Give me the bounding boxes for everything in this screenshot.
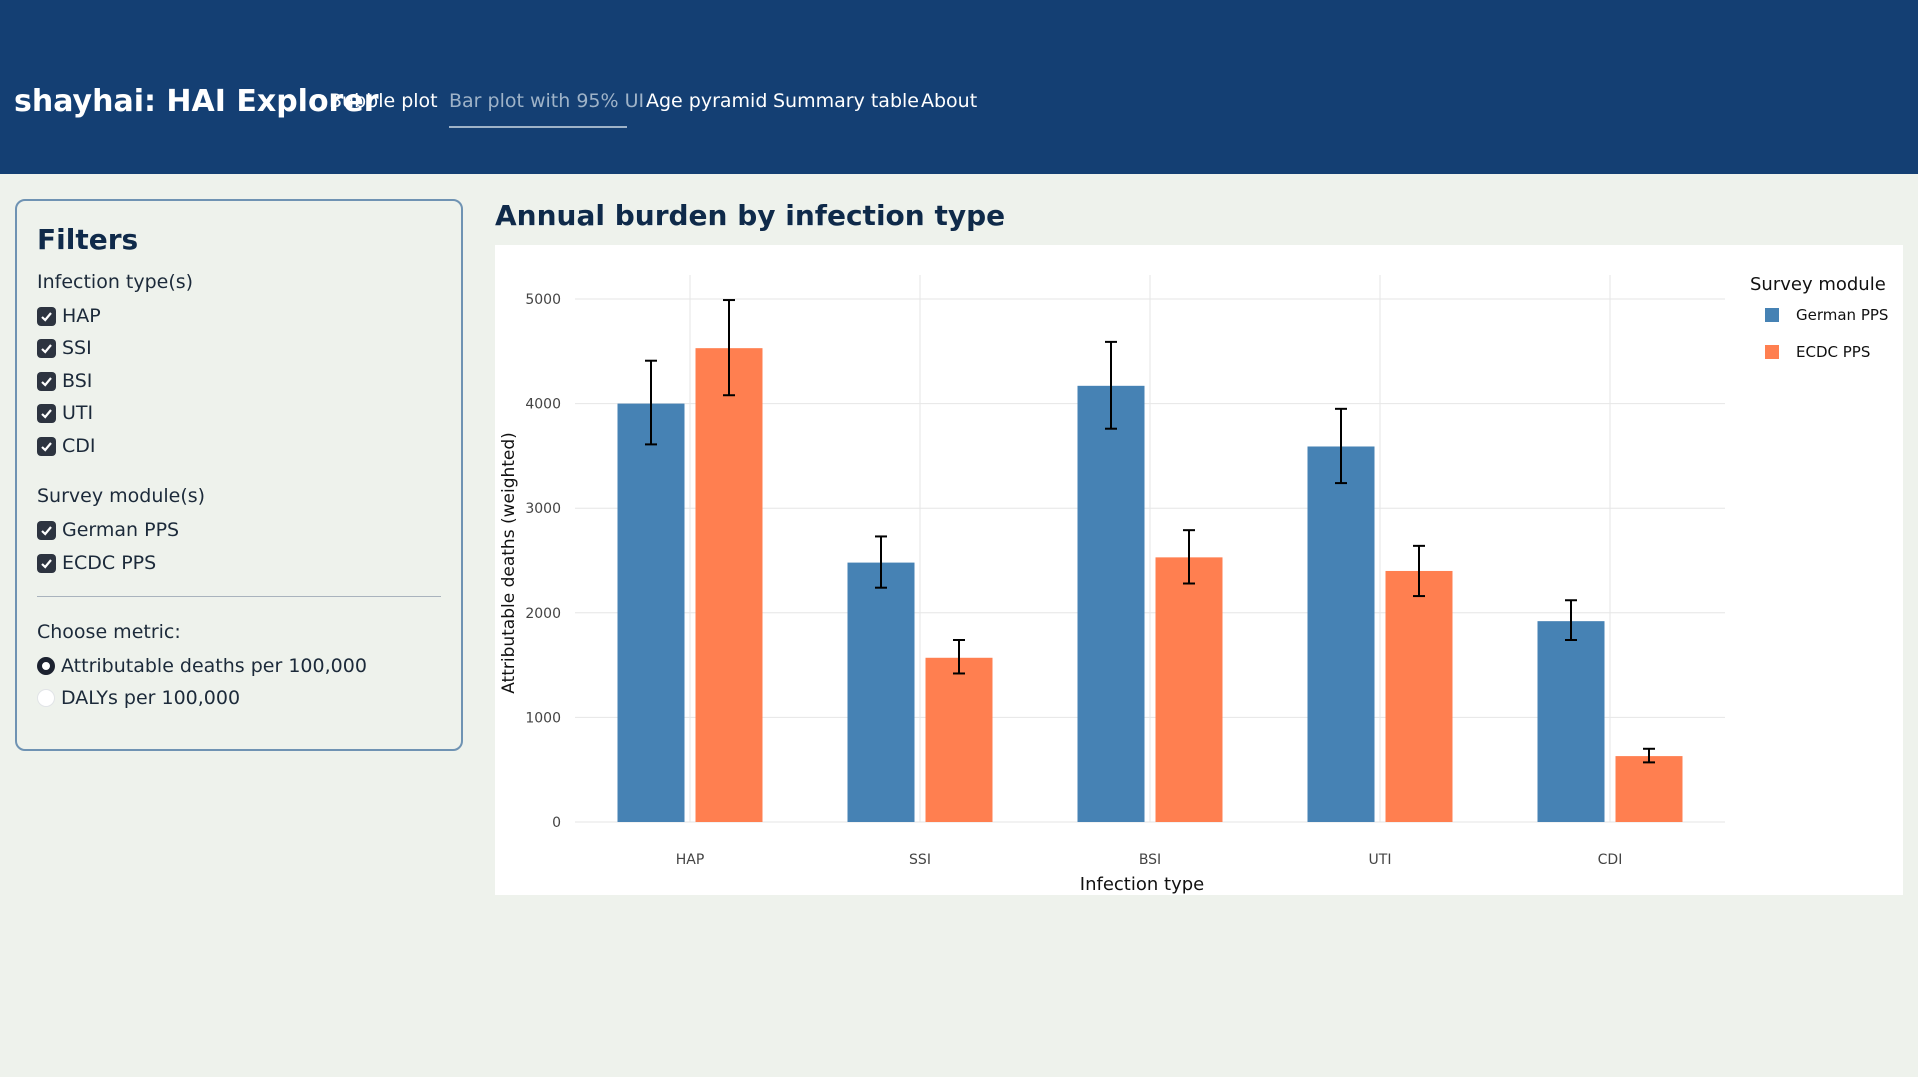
chart-panel: Infection type Attributable deaths (weig… xyxy=(495,245,1903,895)
nav-summary-table[interactable]: Summary table xyxy=(773,90,919,112)
checkbox-german-pps[interactable]: German PPS xyxy=(37,518,179,542)
nav-age-pyramid[interactable]: Age pyramid xyxy=(646,90,768,112)
bar-ecdc-pps-ssi[interactable] xyxy=(925,657,993,822)
nav-bubble-plot[interactable]: Bubble plot xyxy=(329,90,438,112)
checkbox-label: German PPS xyxy=(62,519,180,541)
checkbox-checked-icon[interactable] xyxy=(37,371,56,391)
checkbox-label: BSI xyxy=(62,370,93,392)
bar-german-pps-ssi[interactable] xyxy=(847,562,915,822)
radio-attributable-deaths[interactable]: Attributable deaths per 100,000 xyxy=(37,654,367,678)
x-axis-title: Infection type xyxy=(1080,874,1204,895)
survey-module-label: Survey module(s) xyxy=(37,485,206,507)
checkbox-hap[interactable]: HAP xyxy=(37,304,101,328)
legend-label-ecdc-pps[interactable]: ECDC PPS xyxy=(1796,343,1870,361)
radio-label: Attributable deaths per 100,000 xyxy=(61,655,367,677)
error-bar-layer xyxy=(645,299,1655,764)
infection-type-label: Infection type(s) xyxy=(37,271,194,293)
y-tick-label: 0 xyxy=(552,815,561,831)
checkbox-label: ECDC PPS xyxy=(62,552,157,574)
filters-panel: Filters Infection type(s) HAP SSI BSI UT… xyxy=(15,199,463,751)
checkbox-checked-icon[interactable] xyxy=(37,553,56,573)
bar-chart[interactable]: Infection type Attributable deaths (weig… xyxy=(495,245,1903,895)
app-brand[interactable]: shayhai: HAI Explorer xyxy=(14,84,379,119)
checkbox-checked-icon[interactable] xyxy=(37,436,56,456)
checkbox-label: HAP xyxy=(62,305,101,327)
checkbox-uti[interactable]: UTI xyxy=(37,401,93,425)
bar-layer xyxy=(617,348,1683,822)
radio-selected-icon[interactable] xyxy=(37,657,55,675)
y-tick-label: 3000 xyxy=(525,501,561,517)
checkbox-label: CDI xyxy=(62,435,96,457)
bar-german-pps-bsi[interactable] xyxy=(1077,385,1145,822)
filters-title: Filters xyxy=(37,223,139,256)
legend-label-german-pps[interactable]: German PPS xyxy=(1796,306,1888,324)
checkbox-checked-icon[interactable] xyxy=(37,403,56,423)
bar-ecdc-pps-uti[interactable] xyxy=(1385,570,1453,822)
bar-ecdc-pps-hap[interactable] xyxy=(695,348,763,822)
x-tick-label: UTI xyxy=(1369,852,1392,868)
legend-swatch-german-pps[interactable] xyxy=(1765,308,1779,322)
chart-title: Annual burden by infection type xyxy=(495,199,1006,232)
y-tick-label: 2000 xyxy=(525,606,561,622)
grid-layer xyxy=(575,275,1725,823)
sidebar-divider xyxy=(37,596,441,597)
checkbox-checked-icon[interactable] xyxy=(37,338,56,358)
checkbox-cdi[interactable]: CDI xyxy=(37,434,96,458)
x-tick-label: SSI xyxy=(909,852,931,868)
nav-about[interactable]: About xyxy=(921,90,978,112)
metric-label: Choose metric: xyxy=(37,621,181,643)
checkbox-checked-icon[interactable] xyxy=(37,306,56,326)
checkbox-label: UTI xyxy=(62,402,94,424)
bar-german-pps-hap[interactable] xyxy=(617,403,685,822)
legend: Survey module German PPS ECDC PPS xyxy=(1750,274,1888,361)
navbar: shayhai: HAI Explorer Bubble plot Bar pl… xyxy=(0,0,1918,174)
x-tick-label: HAP xyxy=(676,852,705,868)
checkbox-ecdc-pps[interactable]: ECDC PPS xyxy=(37,551,156,575)
checkbox-label: SSI xyxy=(62,337,92,359)
y-tick-label: 5000 xyxy=(525,292,561,308)
x-tick-label: CDI xyxy=(1598,852,1623,868)
y-axis-title: Attributable deaths (weighted) xyxy=(499,432,519,694)
nav-bar-plot[interactable]: Bar plot with 95% UI xyxy=(449,90,645,112)
bar-ecdc-pps-cdi[interactable] xyxy=(1615,756,1683,822)
x-tick-label: BSI xyxy=(1139,852,1161,868)
y-tick-label: 1000 xyxy=(525,710,561,726)
active-tab-underline xyxy=(449,126,627,128)
checkbox-bsi[interactable]: BSI xyxy=(37,369,92,393)
radio-unselected-icon[interactable] xyxy=(37,689,55,707)
axis-layer: Infection type Attributable deaths (weig… xyxy=(499,292,1622,895)
legend-swatch-ecdc-pps[interactable] xyxy=(1765,345,1779,359)
checkbox-ssi[interactable]: SSI xyxy=(37,336,92,360)
bar-german-pps-uti[interactable] xyxy=(1307,446,1375,822)
radio-label: DALYs per 100,000 xyxy=(61,687,241,709)
radio-dalys[interactable]: DALYs per 100,000 xyxy=(37,686,240,710)
checkbox-checked-icon[interactable] xyxy=(37,520,56,540)
bar-german-pps-cdi[interactable] xyxy=(1537,621,1605,822)
bar-ecdc-pps-bsi[interactable] xyxy=(1155,557,1223,822)
legend-title: Survey module xyxy=(1750,274,1886,295)
y-tick-label: 4000 xyxy=(525,397,561,413)
